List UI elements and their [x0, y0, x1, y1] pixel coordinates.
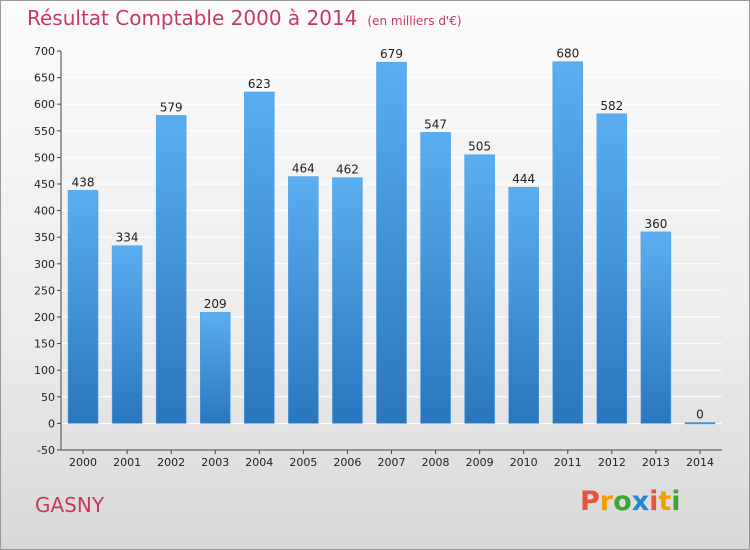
- bar-value-label: 582: [600, 99, 623, 113]
- y-tick-label: 100: [34, 364, 55, 377]
- y-tick-label: 450: [34, 178, 55, 191]
- bar: [376, 61, 407, 424]
- bar-value-label: 462: [336, 163, 359, 177]
- x-tick-label: 2001: [113, 456, 141, 469]
- y-tick-label: 550: [34, 125, 55, 138]
- bar-value-label: 464: [292, 162, 315, 176]
- chart-subtitle: (en milliers d'€): [367, 14, 462, 28]
- bar: [596, 113, 628, 424]
- chart-title: Résultat Comptable 2000 à 2014 (en millie…: [27, 6, 462, 30]
- logo-letter: t: [658, 486, 672, 517]
- bar: [332, 177, 363, 424]
- y-tick-label: 400: [34, 205, 55, 218]
- y-tick-label: 150: [34, 338, 55, 351]
- logo-letter: r: [599, 486, 614, 517]
- x-tick-label: 2007: [378, 456, 406, 469]
- y-tick-label: 500: [34, 151, 55, 164]
- bar-value-label: 680: [556, 47, 579, 61]
- bar-value-label: 360: [644, 217, 667, 231]
- logo-letter: i: [649, 486, 659, 517]
- bar: [199, 311, 231, 424]
- bar-value-label: 679: [380, 47, 403, 61]
- x-tick-label: 2005: [289, 456, 317, 469]
- bar: [111, 245, 143, 424]
- y-tick-label: 350: [34, 231, 55, 244]
- bar: [155, 115, 187, 424]
- bar: [640, 231, 672, 424]
- y-tick-label: 700: [34, 45, 55, 58]
- y-tick-label: 200: [34, 311, 55, 324]
- x-tick-label: 2000: [69, 456, 97, 469]
- bar-value-label: 623: [248, 77, 271, 91]
- x-tick-label: 2003: [201, 456, 229, 469]
- bars: 438 334 579 209 623 464 462 679 547 505 444 680 582 3…: [67, 47, 716, 425]
- bar-value-label: 209: [204, 297, 227, 311]
- x-tick-label: 2006: [333, 456, 361, 469]
- x-tick-label: 2008: [422, 456, 450, 469]
- bar-value-label: 0: [696, 407, 704, 421]
- bar-value-label: 334: [116, 231, 139, 245]
- bar: [67, 190, 99, 424]
- bar-value-label: 579: [160, 100, 183, 114]
- bar: [552, 61, 584, 424]
- y-tick-label: -50: [37, 444, 55, 457]
- proxiti-logo: Proxiti: [580, 486, 681, 517]
- x-tick-label: 2009: [466, 456, 494, 469]
- y-tick-label: 50: [41, 391, 55, 404]
- y-tick-label: 600: [34, 98, 55, 111]
- title-text: Résultat Comptable 2000 à 2014: [27, 6, 358, 30]
- x-tick-label: 2013: [642, 456, 670, 469]
- bar: [508, 186, 539, 424]
- logo-letter: x: [631, 486, 650, 517]
- y-tick-label: 650: [34, 72, 55, 85]
- x-tick-label: 2012: [598, 456, 626, 469]
- logo-letter: i: [671, 486, 681, 517]
- y-tick-label: 250: [34, 284, 55, 297]
- bar-value-label: 505: [468, 140, 491, 154]
- y-tick-label: 300: [34, 258, 55, 271]
- bar: [464, 154, 495, 424]
- x-tick-label: 2002: [157, 456, 185, 469]
- commune-name: GASNY: [35, 493, 105, 517]
- x-tick-label: 2014: [686, 456, 714, 469]
- bar-value-label: 438: [72, 175, 95, 189]
- x-tick-label: 2011: [554, 456, 582, 469]
- bar: [684, 422, 716, 425]
- bar-value-label: 547: [424, 117, 447, 131]
- x-axis: 2000 2001 2002 2003 2004 2005 2006 2007 2008 2009…: [61, 449, 722, 469]
- y-axis: -50 0 50 100 150 200 250 300 350 400 450 500 550 600 6…: [34, 45, 62, 457]
- bar: [420, 132, 451, 424]
- x-tick-label: 2010: [510, 456, 538, 469]
- logo-letter: P: [580, 486, 600, 517]
- x-tick-label: 2004: [245, 456, 273, 469]
- bar: [288, 176, 319, 424]
- bar-value-label: 444: [512, 172, 535, 186]
- y-tick-label: 0: [48, 417, 55, 430]
- bar: [244, 91, 275, 424]
- logo-letter: o: [613, 486, 632, 517]
